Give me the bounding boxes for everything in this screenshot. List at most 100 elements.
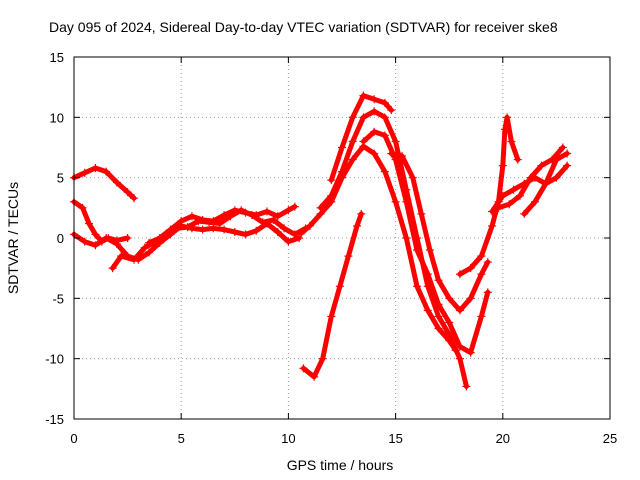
data-point (445, 318, 454, 327)
data-point (509, 185, 518, 194)
data-point (145, 238, 154, 247)
x-tick-label: 20 (496, 431, 510, 446)
data-point (498, 161, 507, 170)
data-point (230, 227, 239, 236)
data-point (413, 246, 422, 255)
data-point (387, 106, 396, 115)
data-point (477, 312, 486, 321)
y-tick-label: -15 (45, 412, 64, 427)
data-point (370, 95, 379, 104)
data-point (78, 203, 87, 212)
data-point (503, 113, 512, 122)
data-point (209, 224, 218, 233)
data-point (269, 215, 278, 224)
data-point (348, 113, 357, 122)
data-point (507, 137, 516, 146)
data-point (513, 155, 522, 164)
x-tick-label: 5 (178, 431, 185, 446)
data-point (280, 224, 289, 233)
data-point (215, 219, 224, 228)
data-point (370, 107, 379, 116)
data-point (500, 125, 509, 134)
data-point (488, 221, 497, 230)
data-point (220, 211, 229, 220)
data-point (558, 143, 567, 152)
data-point (166, 225, 175, 234)
data-point (112, 240, 121, 249)
data-series-arc-6 (298, 143, 459, 353)
data-point (530, 197, 539, 206)
y-tick-label: 10 (50, 110, 64, 125)
data-point (520, 209, 529, 218)
data-point (498, 191, 507, 200)
data-point (402, 234, 411, 242)
data-point (537, 161, 546, 170)
data-point (494, 203, 503, 212)
data-point (455, 342, 464, 351)
data-point (417, 209, 426, 218)
data-point (423, 306, 432, 315)
data-point (316, 203, 325, 212)
data-point (483, 288, 492, 297)
data-point (344, 252, 353, 261)
data-point (391, 137, 400, 146)
data-point (91, 164, 100, 173)
data-point (252, 211, 261, 220)
x-tick-label: 0 (70, 431, 77, 446)
data-point (423, 270, 432, 279)
data-point (338, 143, 346, 152)
data-point (408, 173, 417, 182)
data-point (183, 223, 192, 232)
y-tick-label: 15 (50, 50, 64, 65)
data-point (130, 194, 139, 203)
data-point (91, 230, 100, 239)
data-point (455, 354, 464, 363)
data-point (198, 215, 207, 224)
data-point (425, 246, 434, 255)
data-point (380, 131, 389, 140)
y-tick-label: 0 (57, 231, 64, 246)
data-point (359, 91, 368, 100)
data-point (123, 188, 132, 197)
data-point (108, 264, 117, 273)
data-point (80, 237, 89, 246)
data-point (483, 258, 492, 267)
data-point (117, 252, 126, 261)
data-point (434, 276, 443, 285)
data-point (515, 191, 524, 200)
data-point (252, 226, 261, 235)
data-point (230, 206, 239, 215)
data-point (526, 173, 535, 182)
data-point (299, 364, 308, 373)
data-point (563, 149, 572, 158)
data-point (380, 167, 389, 176)
data-point (273, 227, 282, 236)
chart-title: Day 095 of 2024, Sidereal Day-to-day VTE… (49, 19, 558, 35)
data-point (398, 151, 407, 160)
data-point (370, 149, 379, 158)
data-point (466, 294, 475, 303)
data-point (85, 219, 94, 228)
data-point (290, 202, 299, 211)
data-point (402, 197, 411, 206)
data-point (220, 225, 229, 234)
data-point (123, 234, 132, 242)
data-point (434, 324, 443, 333)
y-tick-label: -10 (45, 352, 64, 367)
data-point (348, 137, 357, 146)
x-tick-label: 25 (603, 431, 617, 446)
series-layer (70, 91, 572, 391)
data-point (102, 167, 111, 176)
data-point (130, 255, 139, 264)
data-point (284, 206, 293, 215)
data-point (305, 221, 314, 230)
data-point (552, 173, 561, 182)
data-point (563, 161, 572, 170)
data-point (187, 212, 196, 221)
data-point (262, 207, 271, 216)
data-point (455, 270, 464, 279)
data-point (258, 218, 267, 227)
data-point (155, 234, 164, 242)
data-point (434, 300, 443, 309)
